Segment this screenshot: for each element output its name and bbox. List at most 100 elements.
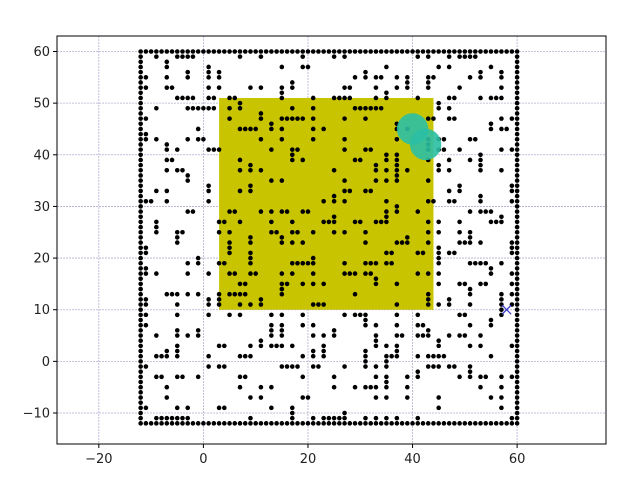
obstacle-point bbox=[331, 198, 337, 204]
obstacle-point bbox=[295, 147, 300, 152]
obstacle-point bbox=[237, 302, 243, 307]
boundary-point bbox=[384, 421, 389, 426]
obstacle-point bbox=[316, 302, 321, 307]
boundary-point bbox=[373, 421, 379, 426]
obstacle-point bbox=[499, 291, 504, 297]
boundary-point bbox=[514, 328, 520, 333]
boundary-point bbox=[493, 49, 499, 54]
obstacle-point bbox=[143, 116, 149, 121]
obstacle-point bbox=[216, 297, 222, 302]
obstacle-point bbox=[237, 281, 243, 287]
obstacle-point bbox=[279, 95, 285, 101]
obstacle-point bbox=[436, 250, 441, 256]
obstacle-point bbox=[478, 374, 483, 380]
boundary-point bbox=[138, 162, 143, 168]
boundary-point bbox=[164, 421, 170, 426]
obstacle-point bbox=[227, 106, 232, 111]
obstacle-point bbox=[195, 260, 201, 266]
obstacle-point bbox=[195, 374, 201, 380]
obstacle-point bbox=[289, 85, 295, 90]
obstacle-point bbox=[174, 167, 180, 173]
obstacle-point bbox=[143, 405, 149, 411]
boundary-point bbox=[368, 421, 374, 426]
obstacle-point bbox=[164, 59, 170, 65]
obstacle-point bbox=[342, 188, 347, 194]
obstacle-point bbox=[352, 291, 358, 297]
obstacle-point bbox=[425, 291, 431, 297]
boundary-point bbox=[269, 421, 274, 426]
boundary-point bbox=[457, 49, 462, 54]
boundary-point bbox=[138, 379, 143, 385]
boundary-point bbox=[310, 49, 316, 54]
obstacle-point bbox=[227, 240, 232, 245]
obstacle-point bbox=[174, 229, 180, 235]
obstacle-point bbox=[164, 142, 170, 147]
obstacle-point bbox=[310, 260, 316, 266]
boundary-point bbox=[514, 302, 520, 307]
obstacle-point bbox=[357, 312, 363, 318]
obstacle-point bbox=[478, 209, 483, 214]
obstacle-point bbox=[373, 167, 379, 173]
boundary-point bbox=[258, 49, 264, 54]
boundary-point bbox=[138, 229, 143, 235]
obstacle-point bbox=[337, 415, 342, 421]
obstacle-point bbox=[248, 353, 253, 359]
obstacle-point bbox=[499, 219, 504, 225]
obstacle-point bbox=[478, 384, 483, 390]
obstacle-point bbox=[300, 395, 306, 400]
obstacle-point bbox=[279, 64, 285, 70]
boundary-point bbox=[514, 188, 520, 194]
obstacle-point bbox=[211, 95, 217, 101]
obstacle-point bbox=[457, 188, 462, 194]
x-tick-label: −20 bbox=[85, 452, 112, 467]
boundary-point bbox=[138, 245, 143, 251]
boundary-point bbox=[514, 286, 520, 292]
boundary-point bbox=[384, 49, 389, 54]
boundary-point bbox=[154, 421, 159, 426]
boundary-point bbox=[337, 49, 342, 54]
obstacle-point bbox=[436, 260, 441, 266]
axes-frame bbox=[56, 35, 607, 445]
obstacle-point bbox=[310, 364, 316, 369]
obstacle-point bbox=[216, 291, 222, 297]
boundary-point bbox=[420, 421, 426, 426]
boundary-point bbox=[425, 49, 431, 54]
obstacle-point bbox=[180, 415, 185, 421]
obstacle-point bbox=[154, 271, 159, 276]
obstacle-point bbox=[378, 106, 384, 111]
obstacle-point bbox=[457, 312, 462, 318]
boundary-point bbox=[195, 421, 201, 426]
boundary-point bbox=[452, 421, 457, 426]
boundary-point bbox=[138, 302, 143, 307]
obstacle-point bbox=[467, 291, 473, 297]
boundary-point bbox=[138, 374, 143, 380]
obstacle-point bbox=[384, 364, 389, 369]
obstacle-point bbox=[289, 106, 295, 111]
obstacle-point bbox=[436, 353, 441, 359]
obstacle-point bbox=[289, 364, 295, 369]
boundary-point bbox=[342, 421, 347, 426]
boundary-point bbox=[138, 116, 143, 121]
obstacle-point bbox=[206, 64, 211, 70]
boundary-point bbox=[138, 307, 143, 313]
boundary-point bbox=[472, 49, 478, 54]
obstacle-point bbox=[143, 312, 149, 318]
boundary-point bbox=[326, 421, 332, 426]
obstacle-point bbox=[483, 260, 489, 266]
boundary-point bbox=[394, 421, 400, 426]
boundary-point bbox=[373, 49, 379, 54]
boundary-point bbox=[514, 245, 520, 251]
boundary-point bbox=[378, 49, 384, 54]
obstacle-point bbox=[227, 250, 232, 256]
obstacle-point bbox=[174, 235, 180, 240]
obstacle-point bbox=[425, 328, 431, 333]
obstacle-point bbox=[373, 162, 379, 168]
start-point-marker bbox=[409, 128, 442, 161]
boundary-point bbox=[138, 343, 143, 349]
obstacle-point bbox=[258, 54, 264, 59]
obstacle-point bbox=[232, 209, 238, 214]
obstacle-point bbox=[467, 54, 473, 59]
obstacle-point bbox=[457, 374, 462, 380]
obstacle-point bbox=[373, 276, 379, 282]
obstacle-point bbox=[310, 136, 316, 142]
